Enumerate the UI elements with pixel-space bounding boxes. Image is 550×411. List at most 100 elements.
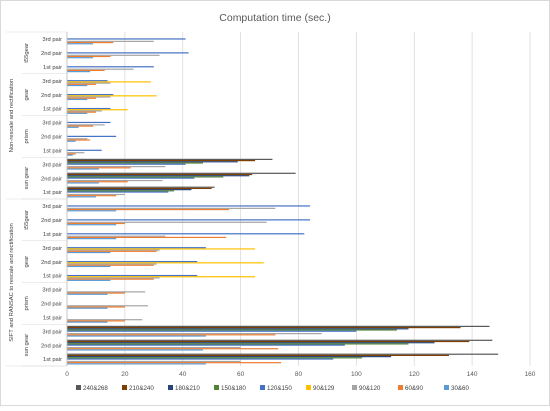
- bar: [67, 54, 160, 56]
- subgroup-label: sun gear: [24, 334, 30, 357]
- bar: [67, 112, 88, 114]
- pair-label: 2nd pair: [41, 51, 62, 57]
- bar: [67, 274, 198, 277]
- subgroup-label: gear: [24, 89, 30, 101]
- x-tick-label: 100: [351, 371, 362, 378]
- bar: [67, 126, 79, 128]
- bar: [67, 159, 256, 162]
- pair-label: 3rd pair: [42, 288, 62, 294]
- pair-label: 2nd pair: [41, 260, 62, 266]
- group-label: SIFT and RANSAC to rescale and rectifica…: [9, 223, 15, 341]
- bar: [67, 363, 206, 365]
- pair-label: 1st pair: [43, 65, 62, 71]
- bar: [67, 330, 357, 332]
- bar: [67, 125, 94, 127]
- bar: [67, 177, 195, 179]
- bar: [67, 96, 111, 98]
- pair-label: 3rd pair: [42, 79, 62, 85]
- bar: [67, 187, 212, 190]
- bar: [67, 43, 94, 45]
- bar: [67, 193, 125, 196]
- bar: [67, 329, 397, 331]
- bar: [67, 107, 111, 110]
- pair-label: 2nd pair: [41, 343, 62, 349]
- bar: [67, 52, 189, 54]
- bar: [67, 41, 114, 44]
- bar: [67, 305, 149, 307]
- bar: [67, 71, 91, 73]
- bar: [67, 335, 206, 337]
- x-tick-label: 60: [237, 371, 245, 378]
- bar: [67, 167, 131, 169]
- bar: [67, 152, 85, 154]
- bar: [67, 153, 76, 155]
- bar: [67, 346, 241, 349]
- bar: [67, 219, 311, 221]
- legend-label: 30&60: [451, 385, 469, 392]
- legend-swatch: [214, 385, 219, 390]
- pair-label: 1st pair: [43, 190, 62, 196]
- bar: [67, 360, 241, 363]
- bar: [67, 179, 163, 182]
- bar: [67, 154, 73, 156]
- bar: [67, 247, 206, 249]
- bar: [67, 40, 154, 42]
- bar: [67, 84, 88, 87]
- bar: [67, 97, 96, 99]
- legend-swatch: [76, 385, 81, 390]
- legend-swatch: [352, 385, 357, 390]
- bar: [67, 261, 198, 263]
- pair-label: 3rd pair: [42, 204, 62, 210]
- bar: [67, 340, 470, 343]
- bar: [67, 139, 91, 141]
- bar: [67, 207, 276, 209]
- x-tick-label: 140: [467, 371, 478, 378]
- subgroup-label: t55gear: [24, 210, 30, 230]
- bar: [67, 168, 99, 170]
- x-tick-label: 0: [65, 371, 69, 378]
- pair-label: 3rd pair: [42, 162, 62, 168]
- bar: [67, 307, 108, 309]
- bar: [67, 98, 88, 101]
- pair-label: 3rd pair: [42, 121, 62, 127]
- bar: [67, 109, 128, 111]
- bar: [67, 81, 151, 83]
- bar: [67, 80, 108, 82]
- bar: [67, 277, 160, 279]
- bar: [67, 334, 276, 336]
- pair-label: 1st pair: [43, 357, 62, 363]
- bar: [67, 249, 160, 251]
- bar: [67, 69, 105, 72]
- bar: [67, 342, 435, 344]
- legend-label: 210&240: [129, 385, 154, 392]
- bar: [67, 124, 105, 126]
- bar: [67, 55, 111, 58]
- bar: [67, 38, 186, 40]
- legend-label: 240&268: [83, 385, 108, 392]
- bar: [67, 166, 166, 168]
- subgroup-label: prism: [24, 129, 30, 143]
- subgroup-label: sun gear: [24, 167, 30, 190]
- legend-swatch: [398, 385, 403, 390]
- bar: [67, 205, 311, 207]
- bar: [67, 149, 102, 151]
- bar: [67, 68, 134, 70]
- legend-label: 150&180: [221, 385, 246, 392]
- bar: [67, 339, 493, 341]
- legend-label: 180&210: [175, 385, 200, 392]
- bar: [67, 321, 108, 323]
- x-tick-label: 80: [295, 371, 303, 378]
- pair-label: 3rd pair: [42, 246, 62, 252]
- bar: [67, 221, 267, 223]
- legend-label: 90&120: [359, 385, 381, 392]
- pair-label: 1st pair: [43, 107, 62, 113]
- bar: [67, 161, 238, 163]
- bar: [67, 325, 490, 327]
- pair-label: 2nd pair: [41, 218, 62, 224]
- bar: [67, 306, 125, 308]
- bar: [67, 292, 125, 294]
- x-tick-label: 20: [121, 371, 129, 378]
- bar: [67, 278, 154, 280]
